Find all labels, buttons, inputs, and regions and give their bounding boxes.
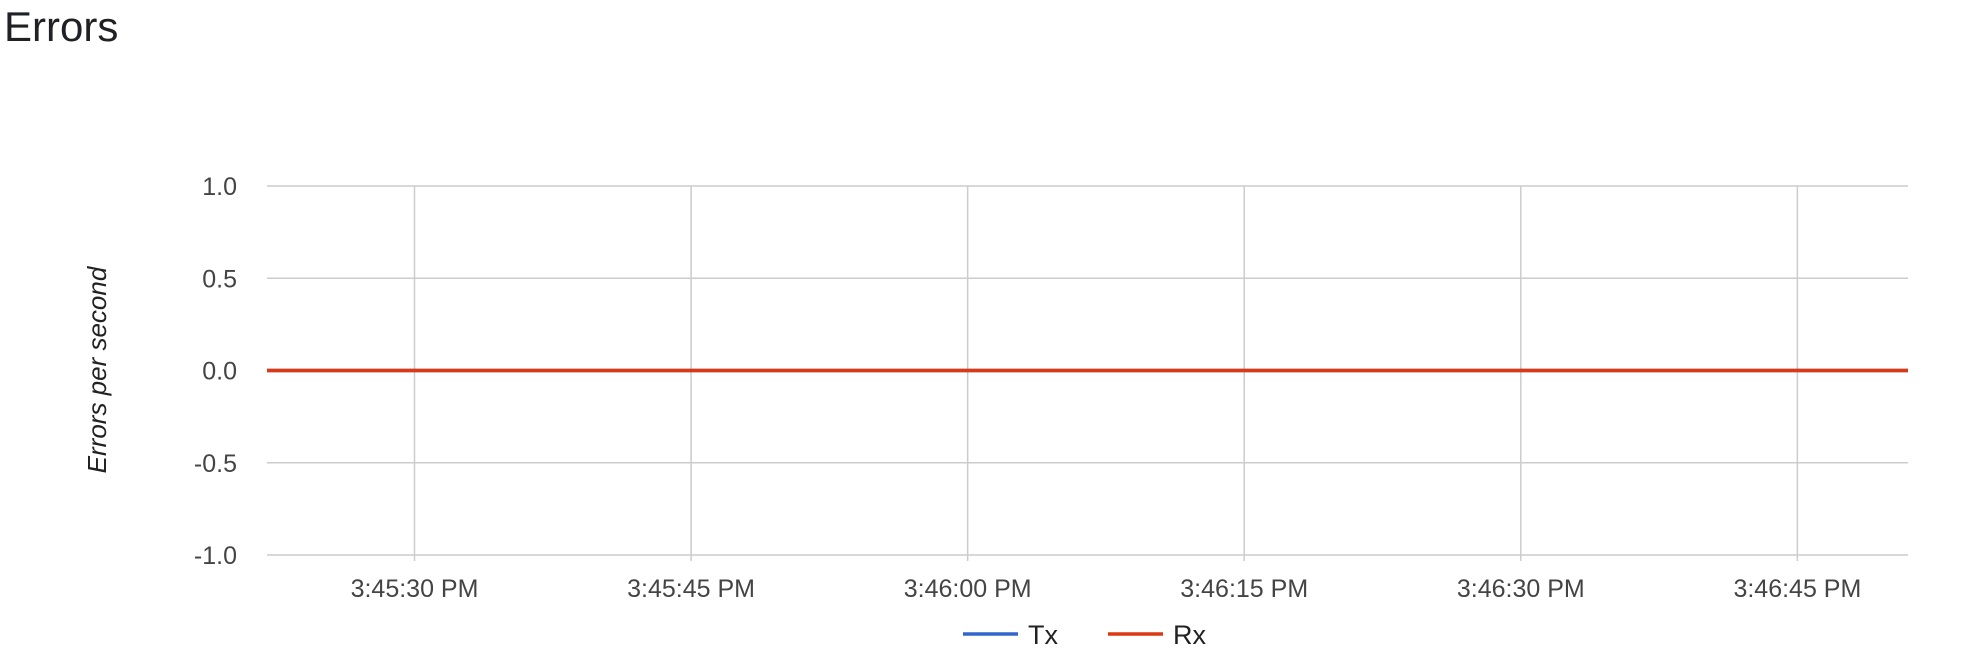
legend-label-tx: Tx [1028, 620, 1058, 650]
x-tick-label: 3:45:30 PM [351, 575, 479, 603]
page-title: Errors [4, 3, 119, 50]
x-tick-label: 3:45:45 PM [627, 575, 755, 603]
y-tick-label: 1.0 [202, 173, 237, 201]
x-tick-label: 3:46:00 PM [904, 575, 1032, 603]
legend-label-rx: Rx [1173, 620, 1206, 650]
y-axis-title: Errors per second [82, 265, 112, 473]
y-tick-label: -1.0 [194, 542, 237, 570]
y-tick-label: 0.5 [202, 265, 237, 293]
x-tick-label: 3:46:30 PM [1457, 575, 1585, 603]
y-tick-label: -0.5 [194, 450, 237, 478]
x-tick-label: 3:46:15 PM [1180, 575, 1308, 603]
y-tick-label: 0.0 [202, 358, 237, 386]
x-tick-label: 3:46:45 PM [1733, 575, 1861, 603]
